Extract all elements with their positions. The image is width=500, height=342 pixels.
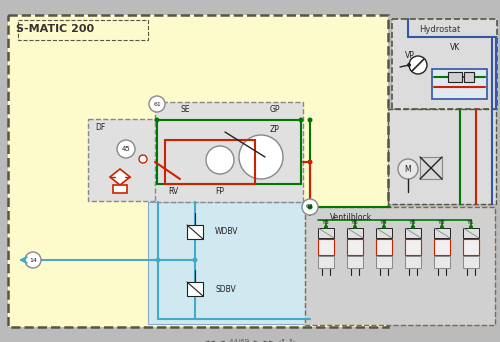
Bar — [155, 102, 303, 202]
Circle shape — [407, 63, 411, 67]
Circle shape — [398, 159, 418, 179]
Circle shape — [308, 205, 312, 210]
Text: Y6: Y6 — [351, 221, 359, 225]
Bar — [376, 239, 392, 255]
Bar — [347, 256, 363, 268]
Circle shape — [156, 258, 160, 263]
Bar — [376, 256, 392, 268]
Circle shape — [440, 225, 444, 229]
Polygon shape — [110, 169, 130, 185]
Circle shape — [139, 155, 147, 163]
Bar — [434, 228, 450, 238]
Circle shape — [409, 56, 427, 74]
Circle shape — [324, 225, 328, 229]
Bar — [434, 256, 450, 268]
Text: ZP: ZP — [270, 126, 280, 134]
Circle shape — [117, 140, 135, 158]
Bar — [18, 20, 148, 40]
Text: Y1: Y1 — [467, 221, 475, 225]
Bar — [392, 19, 497, 109]
Circle shape — [154, 118, 160, 122]
Text: 62: 62 — [306, 205, 314, 210]
Bar — [347, 239, 363, 255]
Circle shape — [239, 135, 283, 179]
Text: Y2: Y2 — [438, 221, 446, 225]
Bar — [88, 119, 180, 201]
Bar — [432, 69, 487, 99]
Circle shape — [353, 225, 357, 229]
Text: Ventilblock: Ventilblock — [330, 212, 372, 222]
Text: 14: 14 — [29, 258, 37, 263]
Text: SDBV: SDBV — [215, 285, 236, 293]
Circle shape — [382, 225, 386, 229]
Bar — [347, 228, 363, 238]
Circle shape — [206, 146, 234, 174]
Bar — [187, 225, 203, 239]
Circle shape — [308, 159, 312, 165]
Bar — [388, 109, 496, 204]
Bar — [8, 15, 388, 327]
Text: Hydrostat: Hydrostat — [420, 25, 461, 34]
Text: Y3: Y3 — [322, 221, 330, 225]
Bar — [305, 207, 495, 325]
Text: M: M — [404, 165, 411, 173]
Text: S-MATIC 200: S-MATIC 200 — [16, 24, 94, 34]
Text: GP: GP — [270, 105, 280, 115]
Text: DF: DF — [95, 122, 105, 132]
Bar — [305, 207, 495, 325]
Circle shape — [25, 252, 41, 268]
Text: FP: FP — [216, 187, 224, 197]
Text: SE: SE — [180, 105, 190, 115]
Text: Y5: Y5 — [409, 221, 417, 225]
Text: VK: VK — [450, 42, 460, 52]
Bar — [388, 109, 496, 204]
Bar — [318, 239, 334, 255]
Circle shape — [149, 96, 165, 112]
Bar — [187, 282, 203, 296]
Bar — [448, 72, 462, 82]
Text: RV: RV — [168, 187, 178, 197]
Bar — [148, 202, 310, 324]
Bar — [405, 239, 421, 255]
Bar — [376, 228, 392, 238]
Text: 61: 61 — [153, 102, 161, 106]
Bar — [405, 256, 421, 268]
Bar — [392, 19, 497, 109]
Bar — [318, 228, 334, 238]
Text: WDBV: WDBV — [215, 227, 238, 237]
Circle shape — [469, 225, 473, 229]
Bar — [463, 228, 479, 238]
Bar — [318, 256, 334, 268]
Bar — [463, 256, 479, 268]
Bar — [420, 157, 442, 179]
Circle shape — [192, 258, 198, 263]
Circle shape — [411, 225, 415, 229]
Bar — [113, 185, 127, 193]
Bar — [8, 15, 388, 327]
Text: 45: 45 — [122, 146, 130, 152]
Text: ◄◄  ◄  44/69  ►  ►►  ↺  ↻: ◄◄ ◄ 44/69 ► ►► ↺ ↻ — [204, 339, 296, 342]
Bar — [434, 239, 450, 255]
Bar — [0, 335, 500, 342]
Circle shape — [302, 199, 318, 215]
Circle shape — [308, 118, 312, 122]
Bar — [464, 72, 474, 82]
Circle shape — [298, 118, 304, 122]
Text: Y4: Y4 — [380, 221, 388, 225]
Bar — [405, 228, 421, 238]
Bar — [463, 239, 479, 255]
Text: VP: VP — [405, 52, 415, 61]
